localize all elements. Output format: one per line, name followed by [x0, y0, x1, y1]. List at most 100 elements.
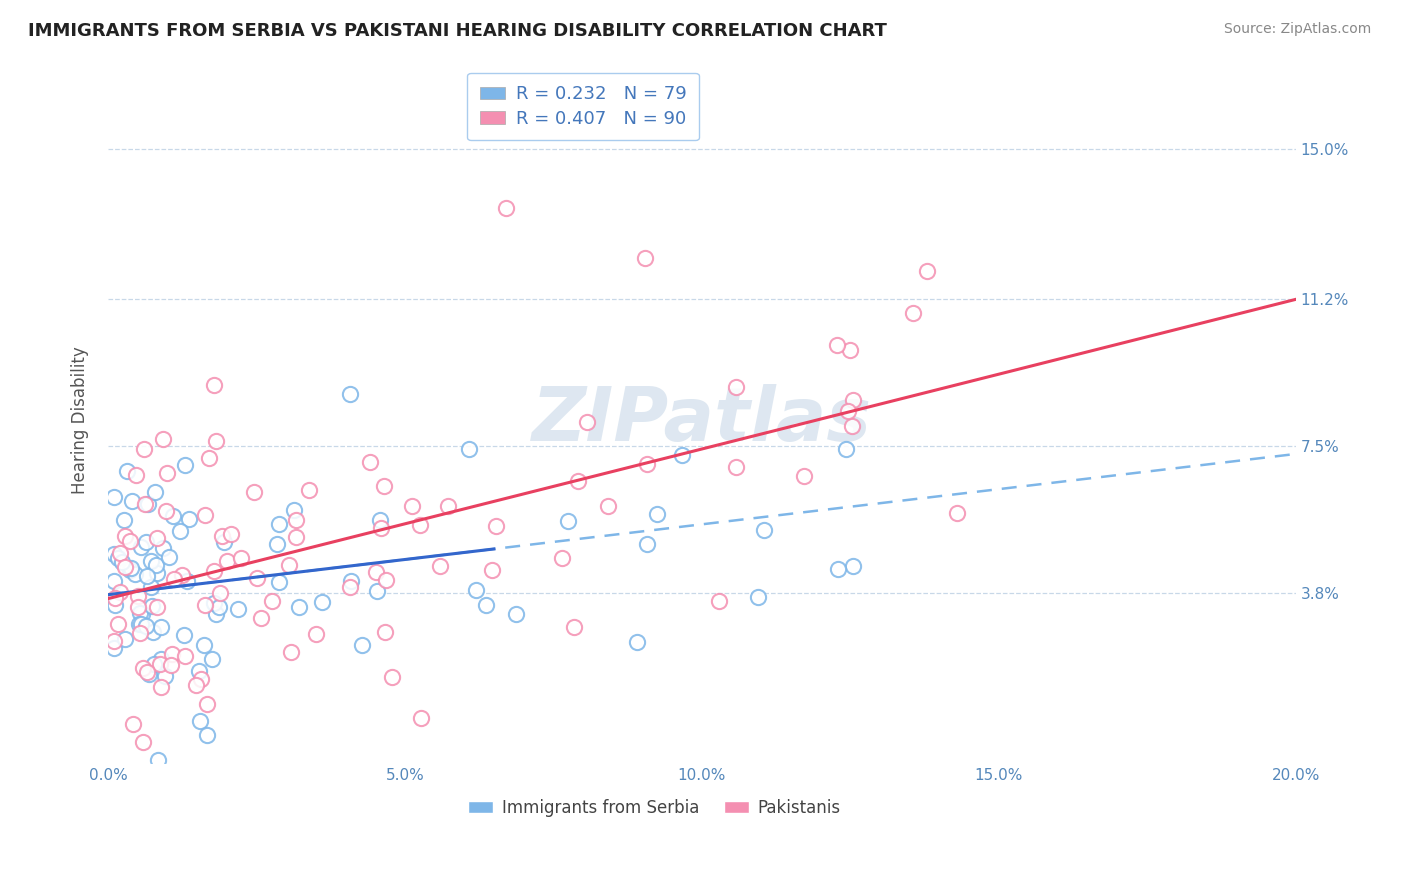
Point [136, 665, 159, 680]
Point [837, 403, 859, 417]
Point [401, 499, 423, 513]
Point [188, 714, 211, 729]
Point [724, 460, 747, 475]
Point [915, 264, 938, 278]
Point [475, 599, 498, 613]
Point [229, 550, 252, 565]
Point [163, 572, 186, 586]
Point [193, 875, 215, 889]
Point [374, 574, 396, 588]
Point [647, 508, 669, 522]
Point [120, 563, 142, 577]
Point [946, 507, 969, 521]
Point [139, 580, 162, 594]
Point [262, 594, 284, 608]
Point [103, 634, 125, 648]
Point [305, 627, 328, 641]
Point [201, 652, 224, 666]
Point [725, 380, 748, 394]
Point [177, 512, 200, 526]
Point [195, 728, 218, 742]
Point [339, 580, 361, 594]
Point [202, 378, 225, 392]
Point [792, 468, 814, 483]
Point [211, 529, 233, 543]
Point [173, 458, 195, 472]
Text: IMMIGRANTS FROM SERBIA VS PAKISTANI HEARING DISABILITY CORRELATION CHART: IMMIGRANTS FROM SERBIA VS PAKISTANI HEAR… [28, 22, 887, 40]
Point [108, 585, 131, 599]
Point [596, 500, 619, 514]
Point [173, 628, 195, 642]
Point [156, 467, 179, 481]
Point [129, 625, 152, 640]
Point [842, 392, 865, 407]
Point [134, 497, 156, 511]
Point [145, 558, 167, 572]
Point [409, 518, 432, 533]
Point [129, 606, 152, 620]
Point [176, 574, 198, 589]
Text: ZIPatlas: ZIPatlas [531, 384, 872, 457]
Point [366, 583, 388, 598]
Point [495, 201, 517, 215]
Point [352, 638, 374, 652]
Point [671, 448, 693, 462]
Point [551, 550, 574, 565]
Point [747, 590, 769, 604]
Point [174, 649, 197, 664]
Point [575, 415, 598, 429]
Point [152, 432, 174, 446]
Point [842, 558, 865, 573]
Point [194, 508, 217, 522]
Point [190, 673, 212, 687]
Point [429, 558, 451, 573]
Point [107, 616, 129, 631]
Point [187, 664, 209, 678]
Point [205, 607, 228, 622]
Point [103, 547, 125, 561]
Point [134, 442, 156, 456]
Y-axis label: Hearing Disability: Hearing Disability [72, 346, 89, 494]
Point [339, 574, 361, 588]
Point [108, 546, 131, 560]
Point [152, 541, 174, 556]
Point [107, 550, 129, 565]
Point [374, 624, 396, 639]
Point [135, 535, 157, 549]
Point [120, 534, 142, 549]
Point [146, 566, 169, 580]
Point [202, 595, 225, 609]
Point [285, 513, 308, 527]
Point [131, 607, 153, 622]
Point [209, 586, 232, 600]
Point [208, 599, 231, 614]
Point [903, 306, 925, 320]
Point [128, 616, 150, 631]
Point [121, 717, 143, 731]
Point [127, 589, 149, 603]
Point [297, 483, 319, 497]
Point [557, 514, 579, 528]
Point [339, 387, 361, 401]
Point [160, 658, 183, 673]
Point [139, 554, 162, 568]
Point [131, 661, 153, 675]
Point [567, 474, 589, 488]
Point [217, 553, 239, 567]
Point [153, 669, 176, 683]
Point [132, 734, 155, 748]
Point [752, 523, 775, 537]
Point [193, 639, 215, 653]
Point [835, 442, 858, 456]
Point [267, 516, 290, 531]
Point [157, 549, 180, 564]
Point [160, 647, 183, 661]
Point [114, 632, 136, 647]
Point [278, 558, 301, 572]
Point [146, 531, 169, 545]
Point [103, 574, 125, 589]
Point [437, 499, 460, 513]
Point [114, 560, 136, 574]
Point [142, 624, 165, 639]
Point [373, 479, 395, 493]
